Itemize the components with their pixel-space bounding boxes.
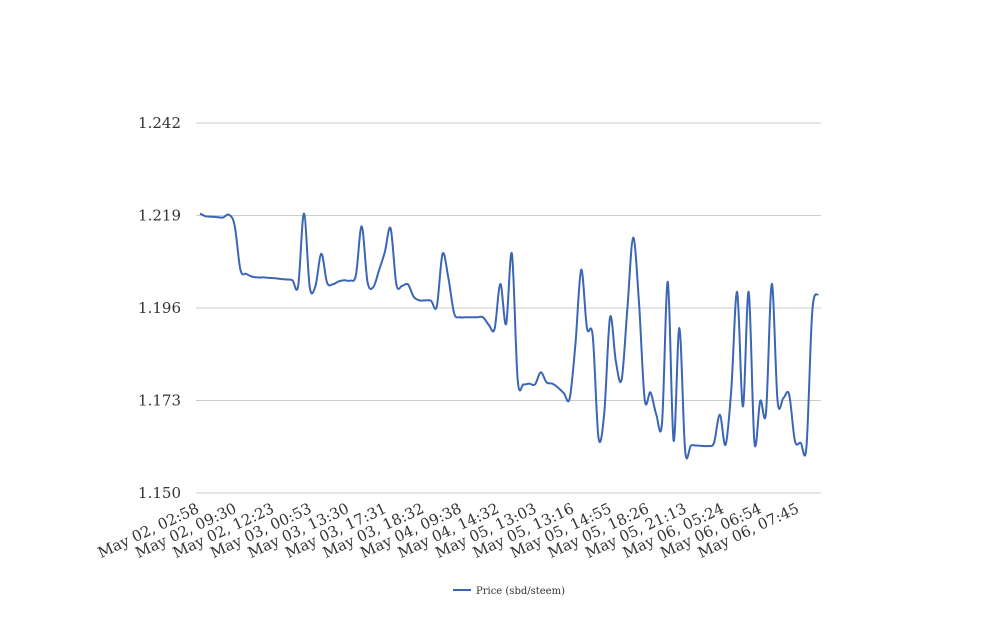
y-axis-tick-labels: 1.150 1.173 1.196 1.219 1.242 [138,114,181,502]
legend[interactable]: Price (sbd/steem) [453,586,565,597]
legend-label-price: Price (sbd/steem) [476,586,565,597]
y-tick-label: 1.150 [138,484,181,502]
y-tick-label: 1.173 [138,392,181,410]
y-tick-label: 1.196 [138,299,181,317]
y-tick-label: 1.219 [138,207,181,225]
series-line-price [199,212,819,460]
y-tick-label: 1.242 [138,114,181,132]
series-lines [199,212,819,460]
